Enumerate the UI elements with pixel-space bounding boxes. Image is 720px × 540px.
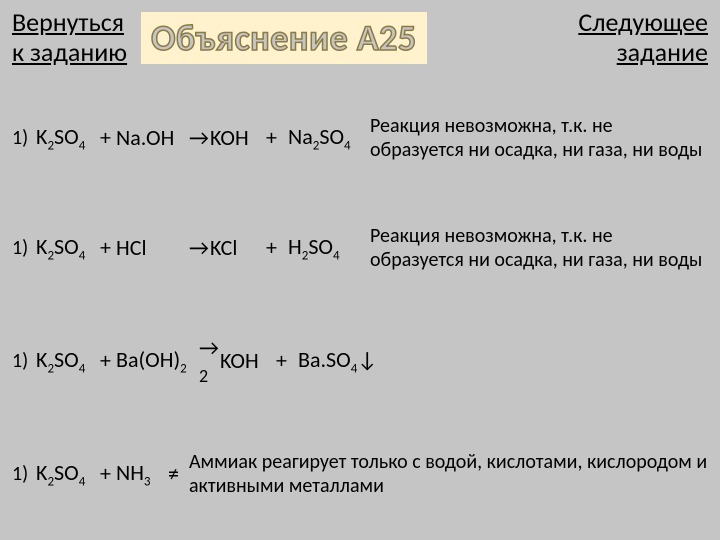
plus-icon: + (100, 234, 114, 261)
reaction-rows: 1) K2SO4 + Na.OH → KOH + Na2SO4 Реакция … (0, 114, 720, 498)
reactant-2: NH3 (116, 459, 164, 489)
back-link-line1: Вернуться (12, 6, 124, 38)
plus-icon: + (266, 124, 286, 151)
plus-icon: + (276, 347, 296, 374)
page-title: Объяснение А25 (151, 16, 417, 60)
next-link[interactable]: Следующее задание (578, 8, 708, 68)
plus-icon: + (100, 347, 114, 374)
product-2: H2SO4 (288, 233, 360, 263)
product-1: KOH (220, 347, 274, 374)
reactant-2: Ba(OH)2 (116, 346, 194, 376)
reactant-1: K2SO4 (36, 123, 98, 153)
reactant-2: Na.OH (116, 124, 184, 151)
explanation: Реакция невозможна, т.к. не образуется н… (362, 114, 708, 162)
reaction-row: 1) K2SO4 + Na.OH → KOH + Na2SO4 Реакция … (12, 114, 708, 162)
product-1: KOH (210, 124, 264, 151)
arrow-icon: → (186, 124, 208, 151)
product-2: Na2SO4 (288, 123, 360, 153)
row-index: 1) (12, 126, 34, 150)
reaction-row: 1) K2SO4 + NH3 ≠ Аммиак реагирует только… (12, 450, 708, 498)
row-index: 1) (12, 349, 34, 373)
row-index: 1) (12, 236, 34, 260)
reaction-row: 1) K2SO4 + HCl → KCl + H2SO4 Реакция нев… (12, 224, 708, 272)
arrow-icon: → 2 (196, 334, 218, 388)
explanation: Реакция невозможна, т.к. не образуется н… (362, 224, 708, 272)
reaction-row: 1) K2SO4 + Ba(OH)2 → 2 KOH + Ba.SO4↓ (12, 334, 708, 388)
title-box: Объяснение А25 (141, 12, 427, 64)
reactant-1: K2SO4 (36, 233, 98, 263)
reactant-2: HCl (116, 234, 184, 261)
arrow-icon: → (186, 234, 208, 261)
row-index: 1) (12, 462, 34, 486)
plus-icon: + (100, 124, 114, 151)
back-link[interactable]: Вернуться к заданию (12, 8, 127, 68)
next-link-line1: Следующее (578, 6, 708, 38)
plus-icon: + (100, 460, 114, 487)
explanation-text: Аммиак реагирует только с водой, кислота… (189, 450, 708, 498)
explanation: ≠ Аммиак реагирует только с водой, кисло… (166, 450, 708, 498)
not-equal-icon: ≠ (168, 461, 179, 487)
plus-icon: + (266, 234, 286, 261)
reactant-1: K2SO4 (36, 346, 98, 376)
product-1: KCl (210, 234, 264, 261)
product-2: Ba.SO4↓ (298, 346, 374, 376)
back-link-line2: к заданию (12, 36, 127, 68)
reactant-1: K2SO4 (36, 459, 98, 489)
next-link-line2: задание (617, 36, 708, 68)
